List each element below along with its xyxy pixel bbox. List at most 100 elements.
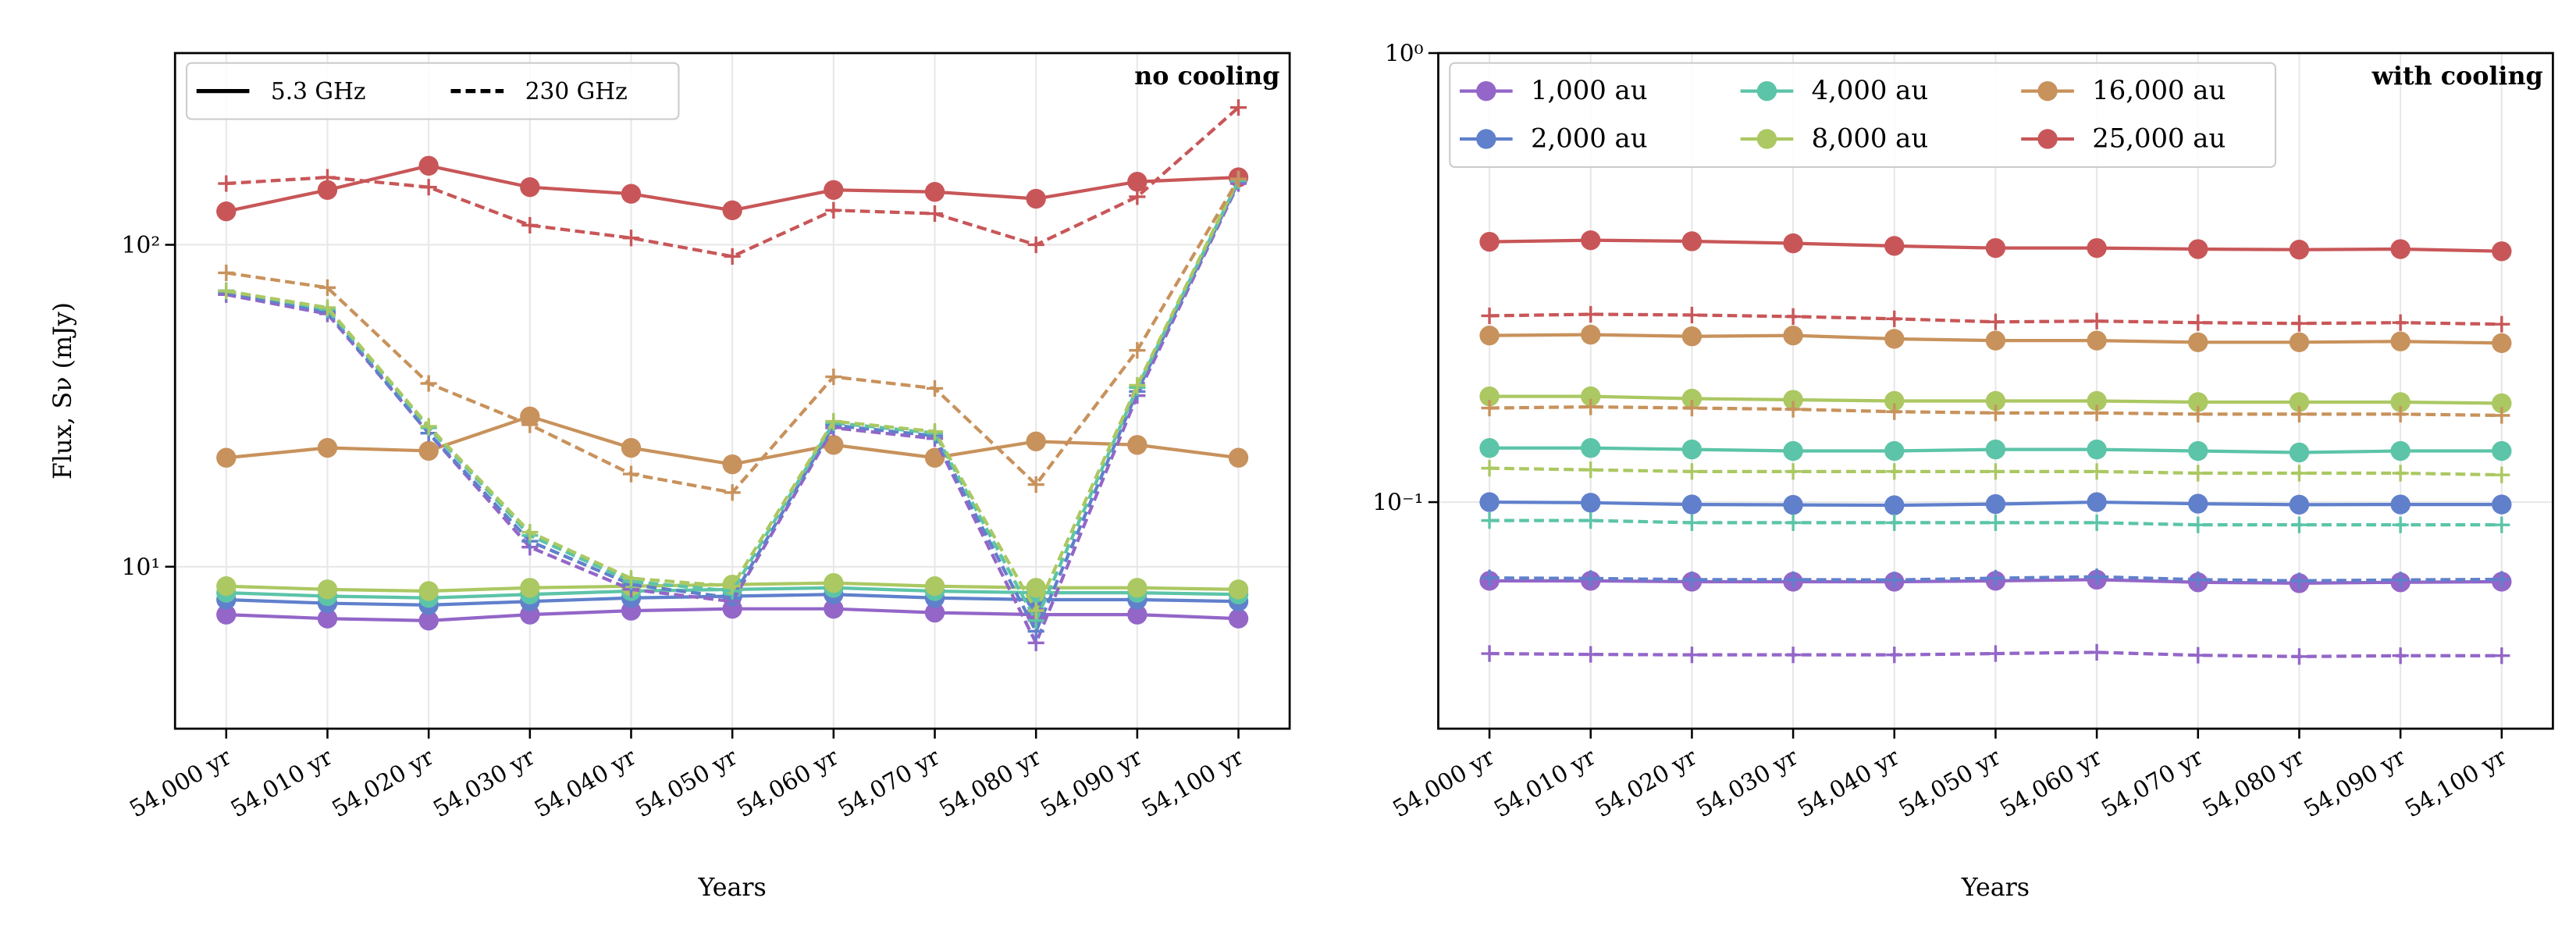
marker	[1886, 310, 1903, 327]
x-axis-label: Years	[698, 874, 767, 902]
marker	[1886, 514, 1903, 531]
legend-marker	[2037, 80, 2058, 102]
x-tick-label: 54,050 yr	[632, 743, 742, 823]
marker	[2493, 647, 2510, 664]
marker	[216, 447, 237, 468]
marker	[1681, 388, 1703, 409]
marker	[1784, 308, 1802, 325]
x-axis-label: Years	[1961, 874, 2030, 902]
marker	[1784, 401, 1802, 418]
marker	[2087, 330, 2107, 351]
marker	[1129, 188, 1146, 205]
x-tick-label: 54,000 yr	[125, 743, 236, 823]
x-tick-label: 54,020 yr	[327, 743, 438, 823]
marker	[926, 205, 944, 223]
marker	[924, 576, 945, 597]
marker	[216, 576, 237, 597]
marker	[420, 179, 437, 196]
marker	[722, 454, 742, 475]
marker	[1481, 460, 1498, 477]
marker	[1582, 461, 1599, 479]
marker	[2190, 571, 2207, 588]
legend-label: 25,000 au	[2092, 123, 2226, 154]
marker	[1783, 390, 1803, 410]
marker	[1784, 463, 1802, 480]
legend-marker	[1756, 80, 1777, 102]
marker	[418, 155, 439, 176]
marker	[1582, 570, 1599, 587]
marker	[1884, 236, 1905, 256]
marker	[2290, 315, 2308, 332]
marker	[318, 169, 336, 186]
legend-label: 4,000 au	[1812, 75, 1929, 105]
marker	[1784, 647, 1802, 664]
legend: 1,000 au 2,000 au 4,000 au 8,000 au 16,000 a…	[1449, 62, 2277, 168]
marker	[2190, 405, 2207, 422]
marker	[317, 180, 338, 200]
marker	[1681, 326, 1703, 347]
marker	[1884, 495, 1905, 515]
marker	[2190, 516, 2207, 533]
legend-box	[1449, 62, 2277, 168]
marker	[1985, 237, 2006, 258]
marker	[924, 447, 945, 468]
x-tick-label: 54,040 yr	[530, 743, 641, 823]
marker	[825, 201, 842, 219]
marker	[1127, 604, 1147, 625]
marker	[1481, 307, 1498, 324]
marker	[1783, 494, 1803, 515]
marker	[317, 437, 338, 458]
marker	[1683, 400, 1700, 417]
marker	[1581, 438, 1601, 458]
marker	[722, 200, 742, 220]
marker	[824, 572, 844, 593]
marker	[2390, 331, 2411, 351]
marker	[2290, 648, 2308, 665]
y-tick-label: 10⁰	[1385, 41, 1424, 67]
marker	[1229, 99, 1247, 116]
marker	[824, 435, 844, 455]
marker	[2087, 237, 2107, 258]
marker	[1683, 463, 1700, 480]
legend-box	[185, 62, 680, 120]
x-tick-label: 54,060 yr	[1995, 743, 2106, 823]
panel-title: with cooling	[2371, 62, 2543, 91]
marker	[2289, 332, 2310, 353]
legend: 5.3 GHz 230 GHz	[185, 62, 680, 120]
marker	[1681, 231, 1703, 251]
x-tick-label: 54,050 yr	[1895, 743, 2005, 823]
marker	[2289, 494, 2310, 515]
marker	[1784, 571, 1802, 588]
marker	[621, 183, 642, 204]
x-tick-label: 54,010 yr	[1489, 743, 1600, 823]
marker	[724, 484, 741, 501]
marker	[622, 465, 640, 483]
series-line	[226, 106, 1240, 258]
legend-marker	[1476, 80, 1496, 102]
plot-frame	[1437, 52, 2554, 730]
marker	[2190, 314, 2207, 331]
marker	[1127, 435, 1147, 455]
x-tick-label: 54,090 yr	[1036, 743, 1147, 823]
marker	[825, 368, 842, 386]
marker	[2390, 494, 2411, 515]
marker	[1481, 569, 1498, 586]
marker	[2289, 392, 2310, 412]
marker	[924, 602, 945, 623]
marker	[1479, 386, 1500, 407]
marker	[1479, 325, 1500, 346]
marker	[1582, 398, 1599, 415]
marker	[2289, 442, 2310, 463]
marker	[1884, 329, 1905, 349]
legend-label: 8,000 au	[1812, 123, 1929, 154]
marker	[2390, 392, 2411, 412]
marker	[1581, 493, 1601, 513]
x-tick-label: 54,090 yr	[2299, 743, 2410, 823]
legend-label: 2,000 au	[1531, 123, 1648, 154]
marker	[1784, 514, 1802, 531]
x-tick-label: 54,020 yr	[1591, 743, 1702, 823]
marker	[2392, 465, 2409, 482]
